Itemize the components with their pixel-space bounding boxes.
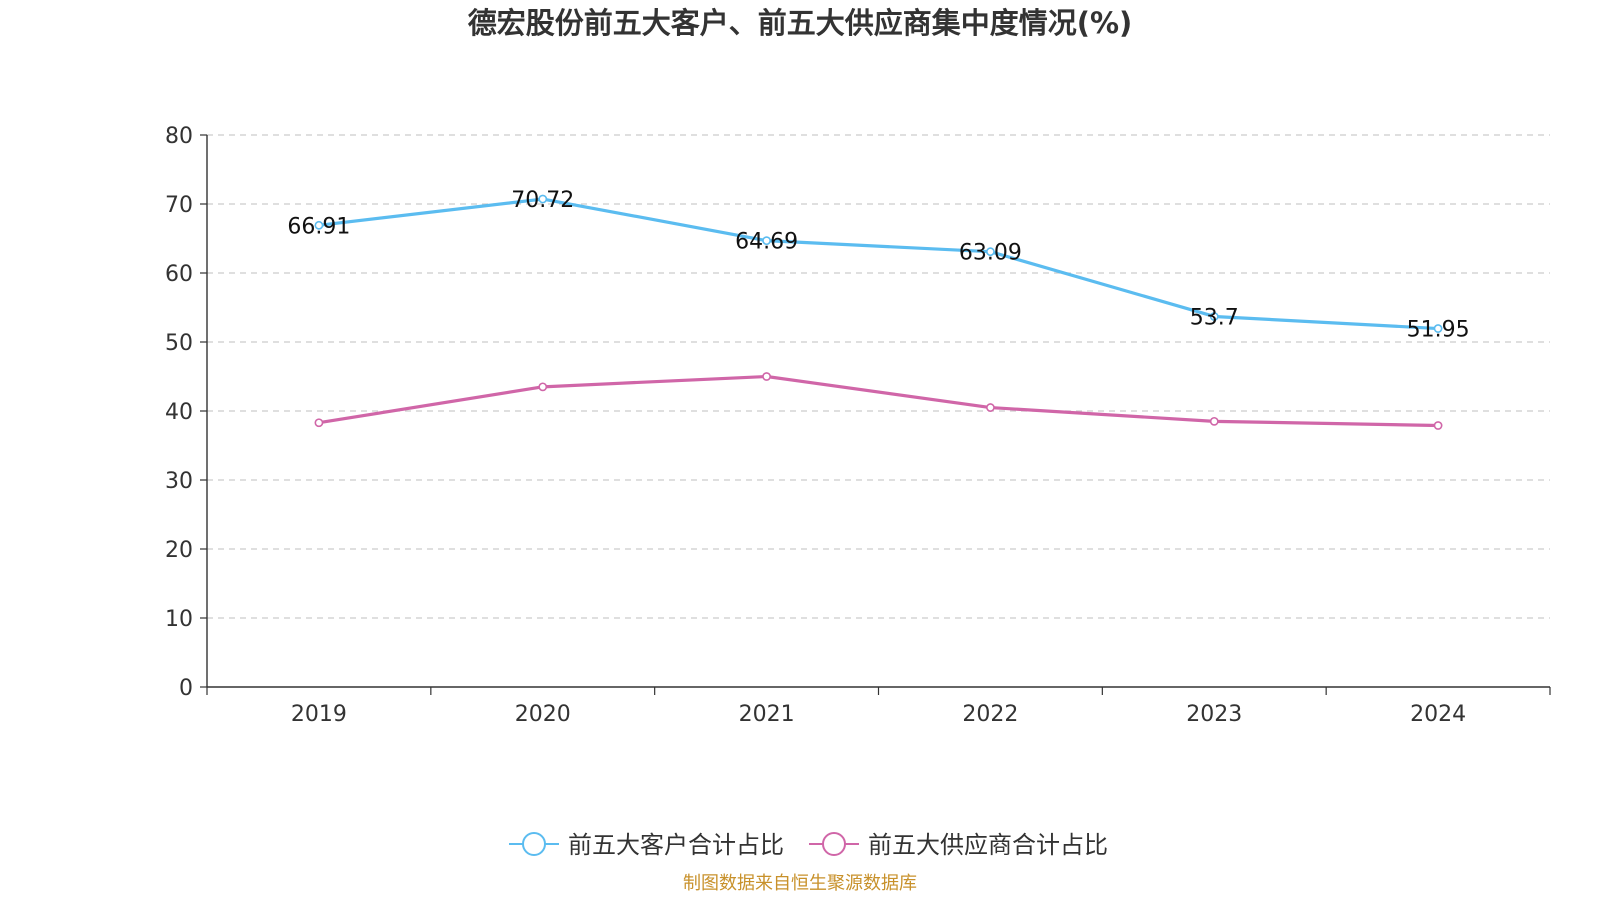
data-point[interactable]: [986, 403, 995, 412]
data-point[interactable]: [538, 382, 548, 392]
data-labels: 66.91 70.72 64.69 63.09 53.7 51.95: [287, 188, 1469, 343]
data-point[interactable]: [1433, 324, 1443, 333]
legend-label: 前五大客户合计占比: [568, 831, 784, 859]
x-tick-label: 2024: [1410, 702, 1466, 727]
data-label: 70.72: [511, 188, 574, 213]
series-line-0[interactable]: [317, 197, 1440, 331]
x-tick-label: 2022: [962, 702, 1018, 727]
legend-item-0[interactable]: 前五大客户合计占比: [509, 831, 784, 859]
legend-swatch-marker: [522, 832, 546, 856]
chart-title: 德宏股份前五大客户、前五大供应商集中度情况(%): [468, 6, 1133, 40]
series-lines: [314, 194, 1443, 430]
series-line-1[interactable]: [317, 374, 1440, 428]
data-label: 63.09: [959, 241, 1022, 266]
x-tick-label: 2020: [515, 702, 571, 727]
data-label: 51.95: [1407, 318, 1470, 343]
data-point[interactable]: [986, 247, 995, 257]
data-label: 66.91: [287, 214, 350, 239]
y-tick-label: 80: [165, 124, 193, 149]
y-tick-label: 30: [165, 469, 193, 494]
data-point[interactable]: [1433, 421, 1443, 430]
legend-swatch-marker: [822, 832, 846, 856]
data-point[interactable]: [314, 418, 324, 428]
x-tick-label: 2019: [291, 702, 347, 727]
data-label: 53.7: [1190, 305, 1239, 330]
grid-lines: [207, 134, 1550, 619]
data-point[interactable]: [1209, 416, 1219, 426]
source-note: 制图数据来自恒生聚源数据库: [683, 873, 917, 894]
data-point[interactable]: [314, 220, 324, 230]
x-tick-label: 2023: [1186, 702, 1242, 727]
y-tick-label: 60: [165, 262, 193, 287]
data-point[interactable]: [762, 236, 771, 246]
y-tick-label: 0: [179, 676, 193, 701]
y-tick-label: 70: [165, 193, 193, 218]
legend[interactable]: 前五大客户合计占比 前五大供应商合计占比: [509, 831, 1108, 859]
data-point[interactable]: [538, 194, 548, 204]
data-point[interactable]: [762, 372, 771, 381]
x-tick-label: 2021: [739, 702, 795, 727]
y-tick-label: 40: [165, 400, 193, 425]
y-tick-label: 10: [165, 607, 193, 632]
legend-item-1[interactable]: 前五大供应商合计占比: [809, 831, 1108, 859]
data-point[interactable]: [1209, 312, 1219, 321]
y-tick-label: 20: [165, 538, 193, 563]
legend-label: 前五大供应商合计占比: [868, 831, 1108, 859]
y-tick-label: 50: [165, 331, 193, 356]
data-label: 64.69: [735, 230, 798, 255]
axes: 0 10 20 30 40 50 60 70 80 2019 2020 2021 2022 2023 202…: [165, 124, 1551, 727]
